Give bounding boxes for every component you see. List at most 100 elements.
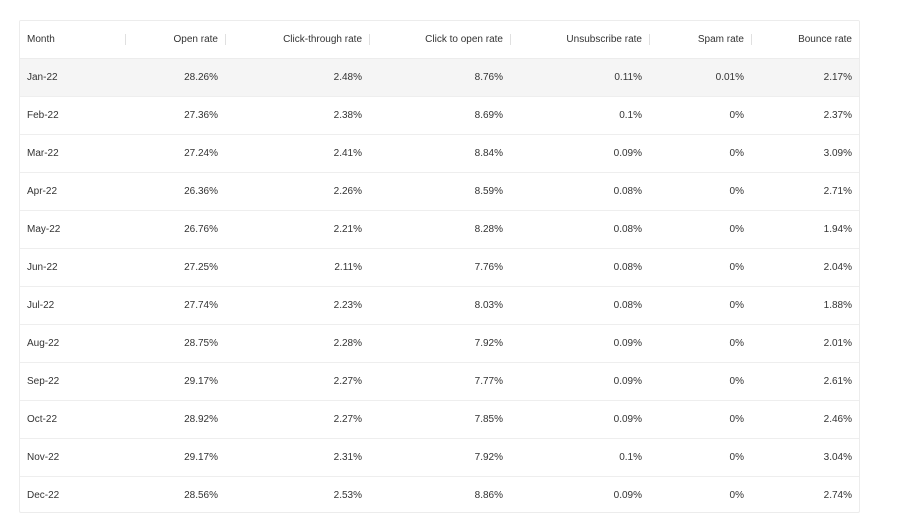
cell-bounce-rate: 1.94% [751,210,859,249]
cell-unsubscribe-rate: 0.08% [510,172,649,211]
cell-click-to-open-rate: 8.59% [369,172,510,211]
cell-click-to-open-rate: 8.03% [369,286,510,325]
cell-click-through-rate: 2.27% [225,400,369,439]
table-row[interactable]: May-22 26.76% 2.21% 8.28% 0.08% 0% 1.94% [20,210,859,249]
cell-click-through-rate: 2.31% [225,438,369,477]
cell-spam-rate: 0.01% [649,58,751,97]
cell-spam-rate: 0% [649,172,751,211]
cell-open-rate: 27.25% [125,248,225,287]
cell-bounce-rate: 3.09% [751,134,859,173]
cell-click-to-open-rate: 7.85% [369,400,510,439]
table-row[interactable]: Mar-22 27.24% 2.41% 8.84% 0.09% 0% 3.09% [20,134,859,173]
metrics-table-card: Month Open rate Click-through rate Click… [19,20,860,513]
column-header-bounce-rate[interactable]: Bounce rate [751,21,859,59]
cell-unsubscribe-rate: 0.09% [510,400,649,439]
cell-month: Aug-22 [20,324,125,363]
column-header-month[interactable]: Month [20,21,125,59]
cell-bounce-rate: 2.17% [751,58,859,97]
cell-click-to-open-rate: 7.92% [369,324,510,363]
table-header-row: Month Open rate Click-through rate Click… [20,21,859,59]
table-row[interactable]: Dec-22 28.56% 2.53% 8.86% 0.09% 0% 2.74% [20,477,859,513]
cell-bounce-rate: 2.46% [751,400,859,439]
column-header-click-to-open-rate[interactable]: Click to open rate [369,21,510,59]
column-header-label: Spam rate [697,34,744,45]
column-separator[interactable] [125,34,126,45]
cell-open-rate: 29.17% [125,362,225,401]
cell-click-to-open-rate: 8.69% [369,96,510,135]
cell-open-rate: 27.74% [125,286,225,325]
cell-bounce-rate: 2.37% [751,96,859,135]
cell-spam-rate: 0% [729,490,744,501]
cell-spam-rate: 0% [649,134,751,173]
cell-click-to-open-rate: 7.92% [369,438,510,477]
cell-click-to-open-rate: 8.28% [369,210,510,249]
cell-open-rate: 28.92% [125,400,225,439]
column-header-open-rate[interactable]: Open rate [125,21,225,59]
cell-spam-rate: 0% [649,324,751,363]
cell-unsubscribe-rate: 0.09% [510,324,649,363]
cell-click-through-rate: 2.21% [225,210,369,249]
cell-open-rate: 27.24% [125,134,225,173]
cell-unsubscribe-rate: 0.1% [510,438,649,477]
cell-open-rate: 29.17% [125,438,225,477]
cell-open-rate: 28.26% [125,58,225,97]
table-row[interactable]: Nov-22 29.17% 2.31% 7.92% 0.1% 0% 3.04% [20,438,859,477]
column-header-label: Open rate [173,34,218,45]
cell-click-to-open-rate: 7.76% [369,248,510,287]
cell-month: Nov-22 [20,438,125,477]
column-header-spam-rate[interactable]: Spam rate [649,21,751,59]
cell-month: Jun-22 [20,248,125,287]
cell-bounce-rate: 2.71% [751,172,859,211]
cell-bounce-rate: 2.74% [823,490,852,501]
table-row[interactable]: Oct-22 28.92% 2.27% 7.85% 0.09% 0% 2.46% [20,400,859,439]
table-row[interactable]: Apr-22 26.36% 2.26% 8.59% 0.08% 0% 2.71% [20,172,859,211]
cell-month: May-22 [20,210,125,249]
column-separator[interactable] [369,34,370,45]
cell-spam-rate: 0% [649,248,751,287]
table-row[interactable]: Aug-22 28.75% 2.28% 7.92% 0.09% 0% 2.01% [20,324,859,363]
cell-month: Oct-22 [20,400,125,439]
cell-click-to-open-rate: 7.77% [369,362,510,401]
cell-unsubscribe-rate: 0.1% [510,96,649,135]
cell-open-rate: 28.75% [125,324,225,363]
cell-unsubscribe-rate: 0.11% [510,58,649,97]
cell-click-through-rate: 2.41% [225,134,369,173]
column-separator[interactable] [751,34,752,45]
cell-open-rate: 26.76% [125,210,225,249]
cell-click-through-rate: 2.11% [225,248,369,287]
cell-click-to-open-rate: 8.76% [369,58,510,97]
cell-unsubscribe-rate: 0.09% [613,490,642,501]
cell-click-through-rate: 2.48% [225,58,369,97]
cell-bounce-rate: 2.04% [751,248,859,287]
cell-spam-rate: 0% [649,362,751,401]
cell-click-through-rate: 2.26% [225,172,369,211]
cell-unsubscribe-rate: 0.08% [510,248,649,287]
cell-month: Mar-22 [20,134,125,173]
cell-open-rate: 26.36% [125,172,225,211]
cell-month: Sep-22 [20,362,125,401]
cell-bounce-rate: 3.04% [751,438,859,477]
table-row[interactable]: Feb-22 27.36% 2.38% 8.69% 0.1% 0% 2.37% [20,96,859,135]
column-header-click-through-rate[interactable]: Click-through rate [225,21,369,59]
cell-unsubscribe-rate: 0.09% [510,362,649,401]
table-row[interactable]: Jun-22 27.25% 2.11% 7.76% 0.08% 0% 2.04% [20,248,859,287]
column-separator[interactable] [649,34,650,45]
table-row[interactable]: Jan-22 28.26% 2.48% 8.76% 0.11% 0.01% 2.17% [20,58,859,97]
cell-spam-rate: 0% [649,400,751,439]
column-header-label: Bounce rate [798,34,852,45]
cell-spam-rate: 0% [649,438,751,477]
cell-spam-rate: 0% [649,210,751,249]
table-row[interactable]: Jul-22 27.74% 2.23% 8.03% 0.08% 0% 1.88% [20,286,859,325]
cell-bounce-rate: 2.01% [751,324,859,363]
column-separator[interactable] [225,34,226,45]
cell-month: Apr-22 [20,172,125,211]
cell-open-rate: 27.36% [125,96,225,135]
column-header-unsubscribe-rate[interactable]: Unsubscribe rate [510,21,649,59]
cell-month: Feb-22 [20,96,125,135]
cell-month: Jan-22 [20,58,125,97]
table-body: Jan-22 28.26% 2.48% 8.76% 0.11% 0.01% 2.17% Feb… [20,58,859,513]
cell-click-through-rate: 2.23% [225,286,369,325]
cell-spam-rate: 0% [649,96,751,135]
table-row[interactable]: Sep-22 29.17% 2.27% 7.77% 0.09% 0% 2.61% [20,362,859,401]
column-separator[interactable] [510,34,511,45]
